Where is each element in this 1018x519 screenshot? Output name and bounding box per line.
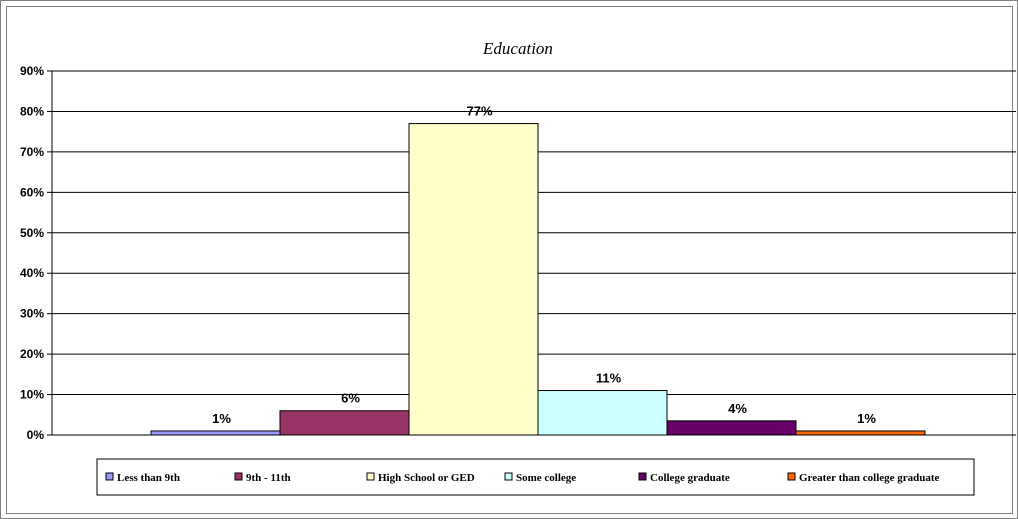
legend-box <box>96 458 975 496</box>
y-tick-label: 80% <box>20 104 44 118</box>
data-labels: 1% 6% 77% 11% 4% 1% <box>212 104 876 426</box>
legend-swatch <box>787 472 796 481</box>
bar <box>279 410 410 436</box>
y-tick-label: 50% <box>20 226 44 240</box>
legend-swatch <box>234 472 243 481</box>
data-label: 77% <box>466 104 492 119</box>
bar <box>795 430 926 436</box>
y-axis-ticks: 0% 10% 20% 30% 40% 50% 60% 70% 80% 90% <box>20 64 52 442</box>
legend-label: Greater than college graduate <box>799 472 940 484</box>
y-tick-label: 60% <box>20 185 44 199</box>
legend-swatch <box>504 472 513 481</box>
y-tick-label: 90% <box>20 64 44 78</box>
legend-label: Less than 9th <box>117 472 180 484</box>
y-tick-label: 0% <box>27 428 45 442</box>
data-label: 1% <box>212 411 231 426</box>
y-tick-label: 20% <box>20 347 44 361</box>
legend-swatch <box>105 472 114 481</box>
legend-swatch <box>638 472 647 481</box>
legend-label: 9th - 11th <box>246 472 291 484</box>
data-label: 1% <box>857 411 876 426</box>
legend-label: College graduate <box>650 472 730 484</box>
data-label: 6% <box>341 391 360 406</box>
chart-title: Education <box>482 39 553 58</box>
bar <box>537 390 668 436</box>
bar <box>150 430 281 436</box>
legend: Less than 9th 9th - 11th High School or GE… <box>96 458 975 496</box>
y-tick-label: 40% <box>20 266 44 280</box>
y-tick-label: 10% <box>20 388 44 402</box>
data-label: 4% <box>728 401 747 416</box>
data-label: 11% <box>596 371 622 386</box>
bars <box>150 123 926 436</box>
bar <box>408 123 539 436</box>
axes <box>51 71 1016 436</box>
bar <box>666 420 797 436</box>
legend-label: High School or GED <box>378 472 475 484</box>
legend-label: Some college <box>516 472 576 484</box>
legend-swatch <box>366 472 375 481</box>
y-tick-label: 70% <box>20 145 44 159</box>
y-tick-label: 30% <box>20 307 44 321</box>
